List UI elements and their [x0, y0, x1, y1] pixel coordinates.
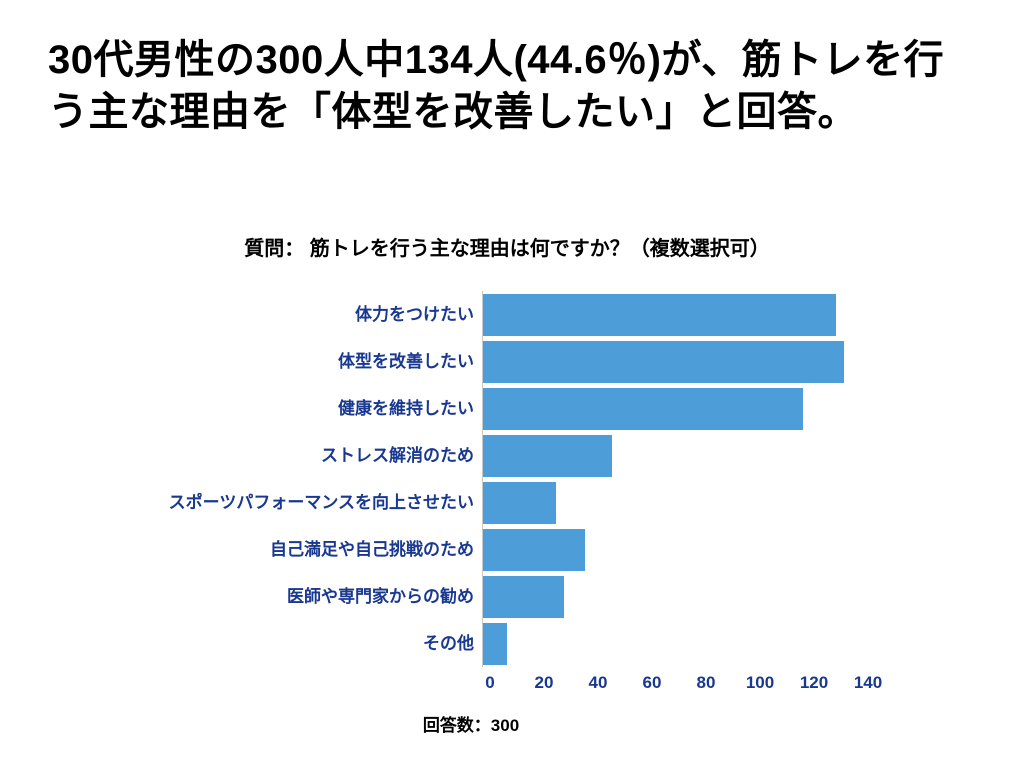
chart-row: 医師や専門家からの勧め — [120, 573, 880, 620]
chart-row: 体型を改善したい — [120, 338, 880, 385]
bar — [483, 340, 844, 383]
respondent-count: 回答数：300 — [422, 716, 520, 735]
bar-chart: 体力をつけたい体型を改善したい 健康を維持したいストレス解消のためスポーツパフォー… — [120, 291, 882, 697]
bar — [483, 575, 564, 618]
category-label: 健康を維持したい — [338, 398, 474, 418]
category-label: 体力をつけたい — [355, 304, 474, 324]
bar — [483, 481, 556, 524]
x-tick-label: 140 — [853, 673, 883, 692]
category-label: スポーツパフォーマンスを向上させたい — [168, 492, 474, 512]
bar — [483, 434, 613, 477]
bar-track — [482, 620, 860, 667]
chart-row: スポーツパフォーマンスを向上させたい — [120, 479, 880, 526]
bar — [483, 622, 508, 665]
x-axis: 0 20 40 60 80 100 120 140 — [485, 673, 882, 697]
bar-track — [482, 385, 860, 432]
chart-row: 体力をつけたい — [120, 291, 880, 338]
category-label: 自己満足や自己挑戦のため — [270, 539, 474, 559]
bar — [483, 528, 586, 571]
chart-row: 自己満足や自己挑戦のため — [120, 526, 880, 573]
bar-track — [482, 479, 860, 526]
bar-track — [482, 432, 860, 479]
bar-track — [482, 338, 860, 385]
category-label: 医師や専門家からの勧め — [287, 586, 474, 606]
x-tick-label: 60 — [642, 673, 662, 692]
x-tick-label: 80 — [696, 673, 716, 692]
x-tick-label: 20 — [534, 673, 554, 692]
bar-track — [482, 573, 860, 620]
bar — [483, 293, 836, 336]
category-label: ストレス解消のため — [321, 445, 474, 465]
page-title: 30代男性の300人中134人(44.6％)が、筋トレを行う主な理由を「体型を改… — [48, 38, 945, 134]
x-tick-label: 0 — [485, 673, 495, 692]
category-label: 体型を改善したい — [338, 351, 474, 371]
category-label: その他 — [423, 633, 474, 653]
x-tick-label: 40 — [588, 673, 608, 692]
chart-row: ストレス解消のため — [120, 432, 880, 479]
x-tick-label: 120 — [799, 673, 829, 692]
bar — [483, 387, 804, 430]
chart-rows: 体力をつけたい体型を改善したい 健康を維持したいストレス解消のためスポーツパフォー… — [120, 291, 880, 667]
chart-row: その他 — [120, 620, 880, 667]
chart-question: 質問： 筋トレを行う主な理由は何ですか？（複数選択可） — [244, 238, 770, 260]
x-tick-label: 100 — [745, 673, 775, 692]
bar-track — [482, 526, 860, 573]
bar-track — [482, 291, 860, 338]
chart-row: 健康を維持したい — [120, 385, 880, 432]
